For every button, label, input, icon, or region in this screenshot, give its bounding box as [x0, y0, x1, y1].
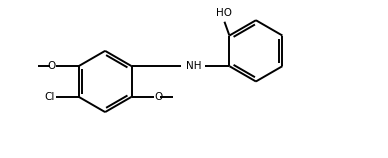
- Text: HO: HO: [217, 8, 232, 18]
- Text: Cl: Cl: [44, 92, 54, 102]
- Text: NH: NH: [186, 61, 201, 71]
- Text: O: O: [155, 92, 163, 102]
- Text: O: O: [47, 61, 55, 71]
